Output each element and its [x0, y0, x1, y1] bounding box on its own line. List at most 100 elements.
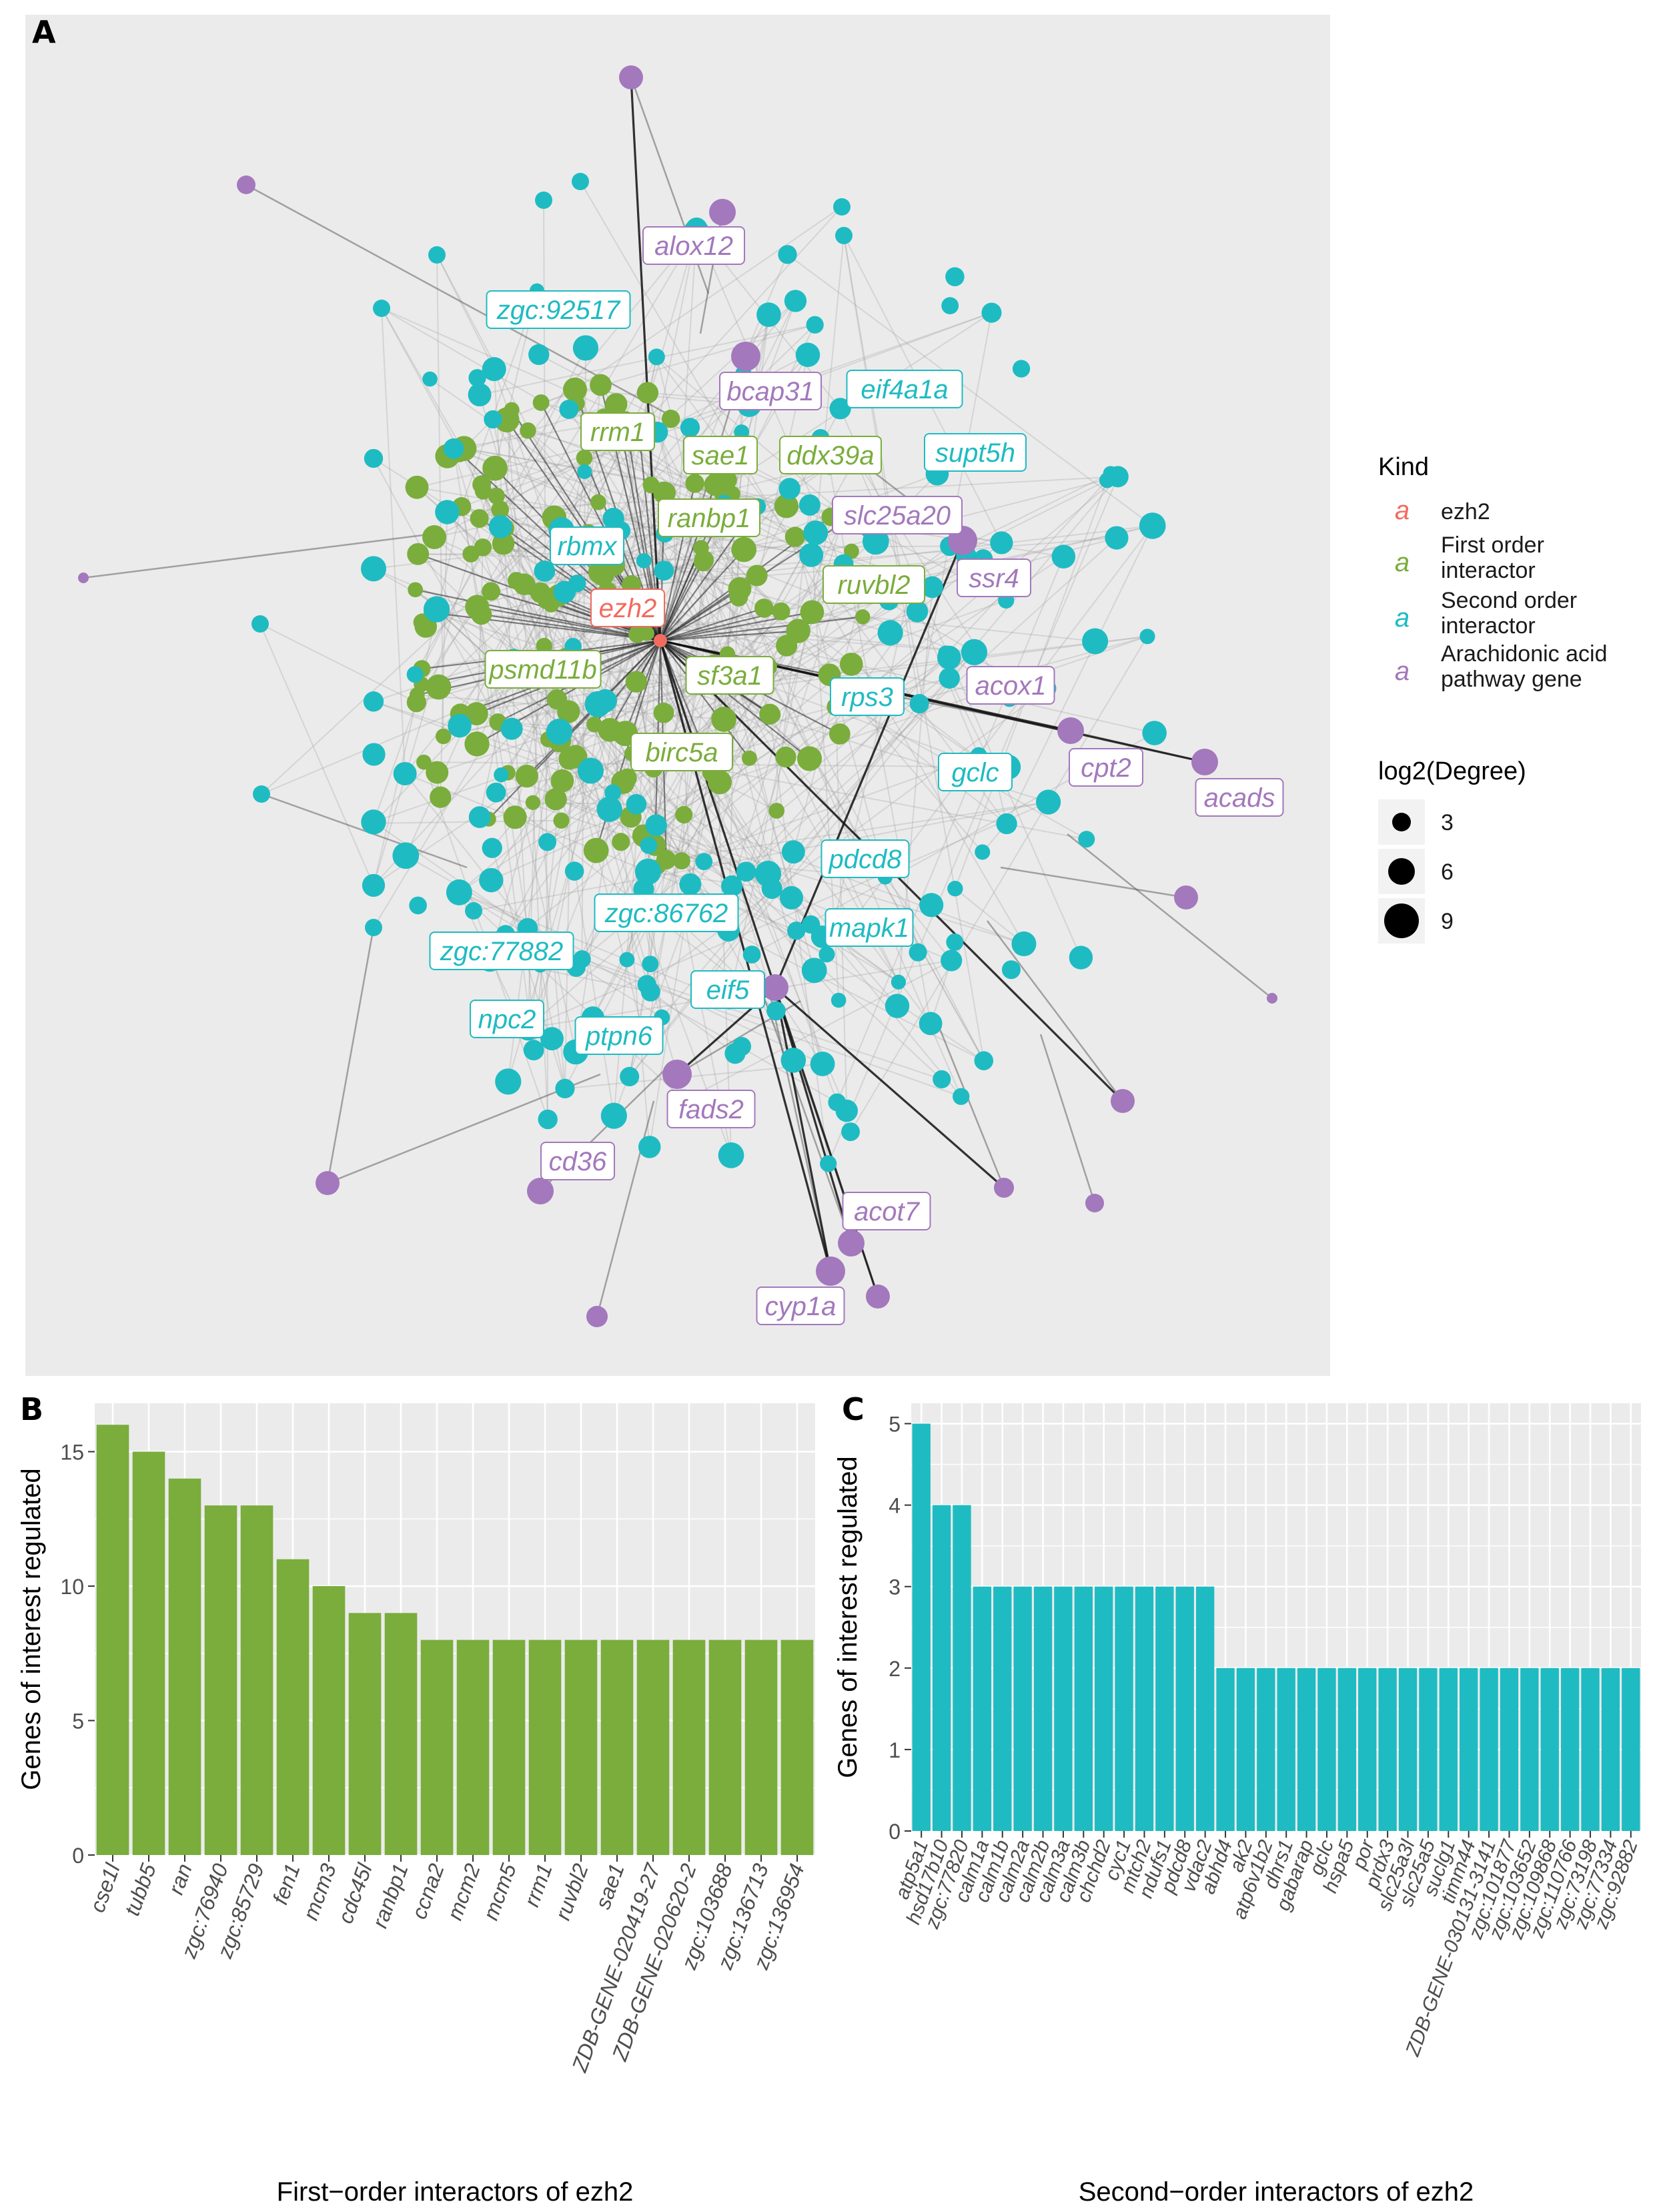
- network-node: [729, 587, 748, 607]
- network-gene-label: cpt2: [1069, 748, 1143, 787]
- network-node: [486, 782, 506, 803]
- network-edge: [473, 801, 1049, 911]
- network-node: [1099, 472, 1115, 488]
- network-edge: [373, 645, 545, 928]
- network-node: [775, 746, 796, 768]
- network-node: [801, 958, 827, 984]
- bar-ccna2: [420, 1639, 454, 1855]
- network-edge: [827, 476, 1119, 1164]
- bar-gclc: [1317, 1668, 1336, 1831]
- legend-size-key: [1384, 903, 1419, 938]
- bar-ran: [168, 1478, 201, 1855]
- network-node: [787, 921, 806, 940]
- network-node: [763, 706, 781, 723]
- network-node: [841, 1122, 861, 1142]
- network-gene-label: pdcd8: [820, 839, 910, 878]
- bar-rrm1: [528, 1639, 562, 1855]
- bar-zgc:77820: [953, 1505, 971, 1831]
- network-node: [482, 357, 506, 382]
- network-node: [503, 805, 527, 829]
- network-node: [588, 559, 614, 585]
- network-gene-label-text: rrm1: [590, 418, 645, 447]
- legend-kind-label: Arachidonic acid: [1441, 641, 1607, 667]
- network-node: [996, 813, 1017, 835]
- network-node: [919, 893, 944, 917]
- network-node: [828, 1093, 847, 1112]
- network-node: [844, 543, 859, 559]
- network-edge: [458, 891, 685, 1101]
- network-edge: [1000, 866, 1187, 899]
- network-node: [800, 600, 824, 625]
- network-gene-label-box: [824, 908, 914, 947]
- network-edge: [863, 616, 1095, 642]
- network-gene-label-text: ezh2: [599, 594, 657, 623]
- network-gene-label-text: npc2: [478, 1005, 536, 1034]
- network-gene-label-box: [938, 753, 1013, 791]
- network-node: [586, 716, 602, 733]
- network-node: [628, 625, 646, 643]
- network-gene-label-box: [580, 412, 655, 451]
- network-node: [482, 455, 508, 481]
- network-gene-label-box: [666, 1090, 756, 1128]
- network-node: [596, 796, 622, 822]
- network-node: [563, 377, 588, 402]
- network-node: [482, 582, 501, 601]
- x-axis-title: Second−order interactors of ezh2: [1079, 2177, 1474, 2207]
- network-node: [515, 765, 538, 788]
- network-gene-label-text: eif5: [706, 976, 750, 1005]
- network-edge: [259, 623, 374, 886]
- bar-slc25a5: [1419, 1668, 1438, 1831]
- network-edge: [415, 589, 661, 642]
- network-node: [553, 812, 570, 829]
- network-node: [534, 561, 556, 582]
- network-node: [448, 713, 472, 738]
- network-edge: [500, 699, 558, 775]
- network-node: [921, 576, 943, 599]
- network-node: [974, 1051, 994, 1070]
- network-node: [1082, 628, 1109, 655]
- network-gene-label-text: pdcd8: [829, 845, 903, 874]
- network-node: [679, 873, 702, 895]
- bar-chchd2: [1095, 1586, 1113, 1831]
- network-node: [721, 875, 743, 897]
- network-gene-label: ptpn6: [574, 1016, 664, 1055]
- y-tick-label: 0: [889, 1820, 901, 1844]
- y-tick-label: 15: [60, 1441, 84, 1465]
- network-edge: [660, 630, 798, 642]
- legend-kind-label: Second order: [1441, 588, 1577, 613]
- network-edge: [987, 920, 1123, 1102]
- network-node: [829, 398, 851, 420]
- network-gene-label-text: ranbp1: [668, 504, 751, 533]
- network-edge: [774, 987, 832, 1272]
- network-gene-label: mapk1: [824, 908, 914, 947]
- bar-mcm5: [492, 1639, 526, 1855]
- network-node: [833, 198, 851, 216]
- y-tick-label: 2: [889, 1657, 901, 1681]
- network-gene-label: ranbp1: [658, 498, 760, 537]
- bar-timm44: [1460, 1668, 1478, 1831]
- network-gene-label: slc25a20: [832, 496, 963, 534]
- network-node: [1085, 1194, 1104, 1212]
- network-edge: [528, 801, 1049, 1029]
- network-gene-label: ruvbl2: [822, 565, 925, 604]
- network-node: [709, 199, 736, 226]
- network-node: [778, 478, 800, 500]
- network-node: [586, 1306, 608, 1327]
- network-node: [810, 1051, 835, 1076]
- network-gene-label-text: sf3a1: [697, 661, 762, 691]
- network-edge: [447, 312, 992, 513]
- network-node: [640, 982, 660, 1002]
- bar-mcm2: [456, 1639, 490, 1855]
- network-node: [590, 374, 612, 396]
- network-node: [527, 1178, 554, 1204]
- network-node: [636, 552, 652, 569]
- network-node: [909, 694, 929, 714]
- network-node: [780, 885, 804, 909]
- network-gene-label-box: [685, 656, 774, 695]
- network-node: [471, 604, 492, 625]
- network-node: [756, 302, 781, 327]
- network-node: [653, 481, 676, 504]
- network-gene-label-text: cd36: [549, 1147, 607, 1176]
